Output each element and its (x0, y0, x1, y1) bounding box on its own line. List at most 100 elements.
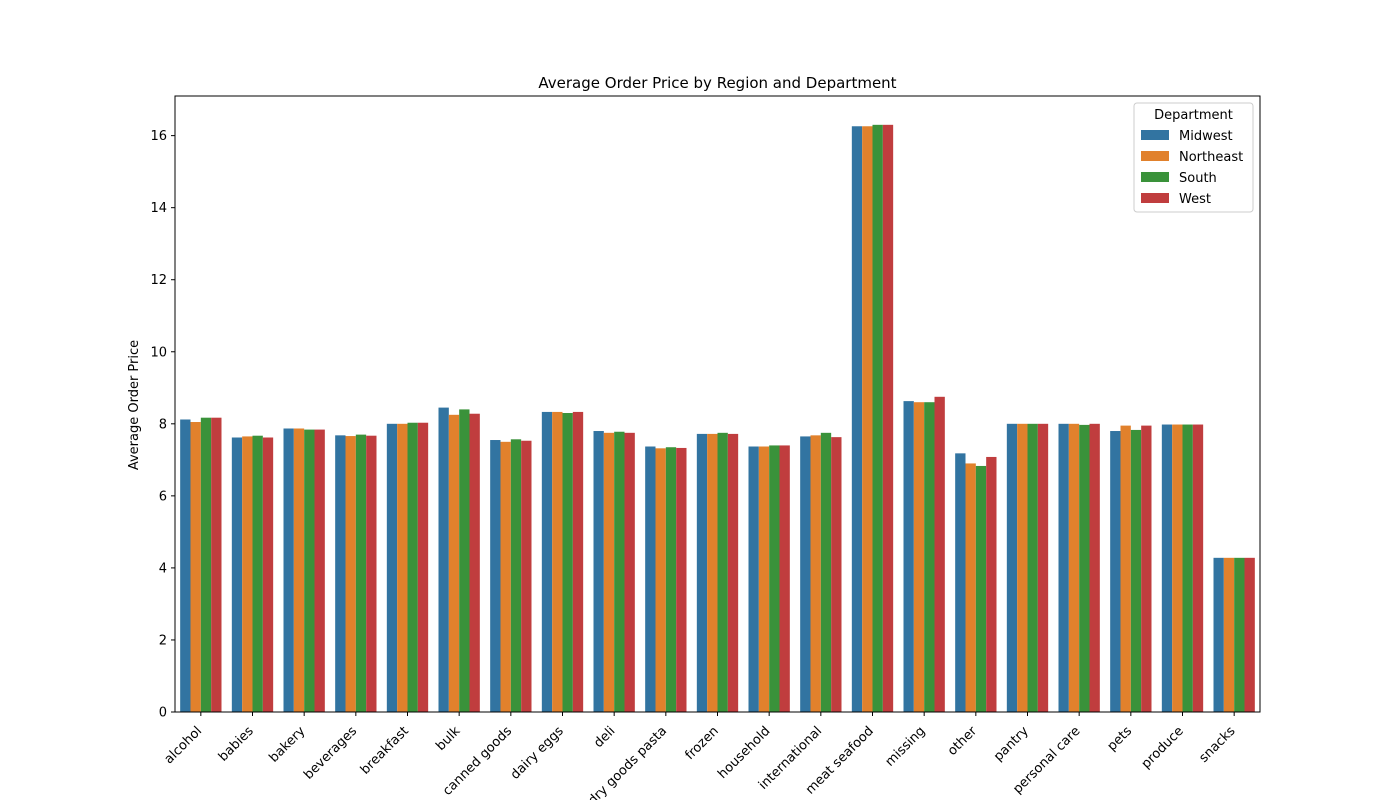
legend-swatch-west (1141, 193, 1169, 203)
bar-midwest-frozen (696, 433, 708, 712)
x-tick-label-deli: deli (591, 724, 618, 751)
x-tick-label-babies: babies (216, 724, 257, 765)
y-tick-label: 4 (159, 561, 167, 576)
bar-south-dairy-eggs (562, 413, 573, 712)
bar-northeast-household (758, 446, 770, 712)
bar-northeast-international (810, 435, 821, 712)
bar-northeast-other (965, 463, 976, 712)
bar-west-other (986, 456, 997, 712)
bar-midwest-breakfast (386, 423, 398, 712)
bar-west-missing (934, 396, 945, 712)
y-tick-label: 2 (159, 633, 167, 648)
bar-midwest-pantry (1006, 423, 1018, 712)
bar-west-canned-goods (521, 440, 532, 712)
bar-west-bakery (314, 429, 325, 712)
x-tick-label-other: other (945, 723, 981, 759)
legend-swatch-south (1141, 172, 1169, 182)
y-tick-label: 6 (159, 489, 167, 504)
legend-label-south: South (1179, 171, 1217, 186)
bar-south-household (769, 445, 780, 712)
bar-west-deli (624, 432, 635, 712)
bar-midwest-bakery (283, 428, 294, 712)
bar-west-international (831, 437, 842, 712)
x-tick-label-alcohol: alcohol (162, 724, 205, 767)
bar-south-bakery (304, 429, 315, 712)
bar-midwest-alcohol (180, 419, 191, 712)
x-tick-label-frozen: frozen (682, 724, 721, 763)
bar-south-personal-care (1079, 424, 1090, 712)
bar-northeast-produce (1172, 424, 1183, 712)
bar-west-pets (1141, 425, 1152, 712)
legend-swatch-northeast (1141, 151, 1169, 161)
bar-south-canned-goods (510, 439, 522, 712)
bar-northeast-bulk (448, 414, 460, 712)
bar-northeast-dry-goods-pasta (655, 448, 666, 712)
bar-northeast-babies (242, 436, 253, 712)
bar-northeast-bakery (293, 428, 305, 712)
legend-label-west: West (1179, 192, 1211, 207)
bar-south-international (820, 432, 832, 712)
bar-west-snacks (1244, 557, 1255, 712)
bar-south-beverages (355, 434, 367, 712)
bar-midwest-dairy-eggs (541, 411, 553, 712)
bar-west-dairy-eggs (572, 411, 584, 712)
bar-northeast-frozen (707, 433, 718, 712)
bar-northeast-snacks (1223, 557, 1235, 712)
bar-midwest-other (955, 453, 966, 712)
bar-west-alcohol (211, 417, 222, 712)
bar-west-breakfast (417, 422, 429, 712)
y-tick-label: 14 (150, 201, 167, 216)
bar-south-breakfast (407, 422, 418, 712)
y-axis-label: Average Order Price (127, 340, 142, 470)
x-tick-label-pantry: pantry (991, 724, 1032, 765)
bar-south-bulk (459, 409, 470, 712)
y-tick-label: 16 (150, 129, 167, 144)
bar-south-babies (252, 435, 263, 712)
y-tick-label: 0 (159, 706, 167, 721)
bar-south-missing (924, 402, 935, 712)
legend: Department Midwest Northeast South West (1133, 102, 1254, 213)
y-tick-label: 8 (159, 417, 167, 432)
x-tick-label-bulk: bulk (433, 723, 463, 753)
legend-title: Department (1154, 108, 1233, 123)
bar-south-snacks (1234, 557, 1245, 712)
bar-midwest-produce (1161, 424, 1173, 712)
bar-northeast-canned-goods (500, 441, 511, 712)
x-tick-label-bakery: bakery (267, 724, 309, 766)
bar-northeast-beverages (345, 436, 356, 712)
x-tick-label-pets: pets (1105, 724, 1136, 755)
bar-west-meat-seafood (882, 124, 894, 712)
y-tick-label: 12 (150, 273, 167, 288)
bar-midwest-canned-goods (490, 440, 501, 712)
x-tick-label-dairy-eggs: dairy eggs (508, 724, 567, 783)
bar-west-babies (262, 437, 274, 712)
bar-south-pets (1130, 429, 1142, 712)
bar-south-alcohol (200, 417, 212, 712)
bar-northeast-missing (913, 402, 925, 712)
x-tick-label-missing: missing (883, 724, 929, 770)
bar-northeast-deli (603, 432, 615, 712)
bar-west-household (779, 445, 790, 712)
y-tick-label: 10 (150, 345, 167, 360)
y-axis: 0 2 4 6 8 10 12 14 16 (150, 129, 175, 721)
bar-midwest-missing (903, 401, 914, 712)
bar-northeast-pantry (1017, 423, 1028, 712)
bar-west-pantry (1037, 423, 1049, 712)
bar-northeast-meat-seafood (862, 126, 873, 712)
bar-midwest-beverages (335, 435, 346, 712)
bar-midwest-pets (1110, 431, 1121, 712)
bar-midwest-meat-seafood (851, 126, 863, 712)
legend-label-northeast: Northeast (1179, 150, 1243, 165)
bar-midwest-household (748, 446, 759, 712)
bar-south-meat-seafood (872, 124, 883, 712)
bar-south-pantry (1027, 423, 1038, 712)
bar-northeast-alcohol (190, 422, 201, 712)
bar-midwest-deli (593, 431, 604, 712)
bar-west-produce (1192, 424, 1204, 712)
x-tick-label-snacks: snacks (1196, 724, 1238, 766)
plot-frame (174, 95, 1261, 713)
bar-west-bulk (469, 413, 480, 712)
bar-west-beverages (366, 435, 377, 712)
